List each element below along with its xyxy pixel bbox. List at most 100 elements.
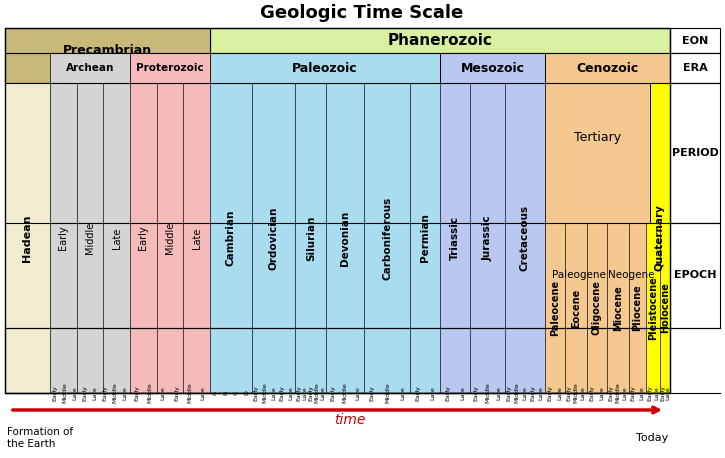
- FancyBboxPatch shape: [650, 83, 670, 393]
- Text: Pleistocene: Pleistocene: [648, 276, 658, 340]
- Text: Middle: Middle: [515, 382, 520, 403]
- FancyBboxPatch shape: [629, 223, 646, 393]
- Text: Late: Late: [72, 386, 78, 400]
- Text: Middle: Middle: [188, 382, 193, 403]
- FancyBboxPatch shape: [210, 53, 440, 83]
- Text: Tertiary: Tertiary: [574, 131, 621, 145]
- Text: Late: Late: [289, 386, 294, 400]
- FancyBboxPatch shape: [646, 223, 660, 393]
- Text: Late: Late: [400, 386, 405, 400]
- Text: Paleocene: Paleocene: [550, 280, 560, 336]
- Text: Early: Early: [58, 226, 68, 251]
- Text: A: A: [212, 391, 218, 395]
- FancyBboxPatch shape: [670, 83, 720, 223]
- Text: Phanerozoic: Phanerozoic: [388, 33, 492, 48]
- Text: Ordovician: Ordovician: [268, 206, 278, 270]
- Text: Early: Early: [174, 385, 179, 401]
- Text: Early: Early: [308, 385, 313, 401]
- FancyBboxPatch shape: [587, 223, 607, 393]
- Text: Late: Late: [191, 227, 202, 249]
- Text: ERA: ERA: [683, 63, 708, 73]
- Text: Middle: Middle: [262, 382, 268, 403]
- Text: time: time: [334, 413, 365, 427]
- FancyBboxPatch shape: [545, 223, 613, 328]
- FancyBboxPatch shape: [670, 223, 720, 328]
- Text: Middle: Middle: [147, 382, 152, 403]
- Text: Late: Late: [497, 386, 502, 400]
- Text: Late: Late: [320, 386, 326, 400]
- Text: Pliocene: Pliocene: [632, 284, 642, 332]
- Text: Late: Late: [600, 386, 605, 400]
- Text: Paleogene: Paleogene: [552, 271, 606, 280]
- Text: Proterozoic: Proterozoic: [136, 63, 204, 73]
- FancyBboxPatch shape: [607, 223, 629, 393]
- Text: Late: Late: [161, 386, 166, 400]
- FancyBboxPatch shape: [326, 83, 365, 393]
- FancyBboxPatch shape: [470, 83, 505, 393]
- Text: Miocene: Miocene: [613, 285, 623, 331]
- Text: Late: Late: [302, 386, 307, 400]
- Text: Late: Late: [123, 386, 128, 400]
- FancyBboxPatch shape: [660, 223, 670, 393]
- Text: Late: Late: [581, 386, 586, 400]
- Text: Early: Early: [660, 385, 665, 401]
- FancyBboxPatch shape: [440, 53, 545, 83]
- Text: Middle: Middle: [485, 382, 490, 403]
- FancyBboxPatch shape: [670, 53, 720, 83]
- FancyBboxPatch shape: [565, 223, 587, 393]
- Text: Early: Early: [83, 385, 88, 401]
- Text: Early: Early: [370, 385, 375, 401]
- Text: Early: Early: [566, 385, 571, 401]
- Text: EON: EON: [682, 36, 708, 45]
- Text: Today: Today: [636, 433, 668, 443]
- Text: EPOCH: EPOCH: [674, 271, 716, 280]
- Text: Silurian: Silurian: [306, 215, 316, 261]
- Text: Early: Early: [52, 385, 57, 401]
- Text: Early: Early: [631, 385, 636, 401]
- Text: Late: Late: [539, 386, 544, 400]
- FancyBboxPatch shape: [505, 83, 545, 393]
- Text: Neogene: Neogene: [608, 271, 655, 280]
- Text: Paleozoic: Paleozoic: [292, 61, 358, 75]
- Text: Late: Late: [271, 386, 276, 400]
- Text: Early: Early: [507, 385, 512, 401]
- Text: Precambrian: Precambrian: [63, 44, 152, 57]
- Text: Late: Late: [201, 386, 206, 400]
- Text: Early: Early: [589, 385, 594, 401]
- Text: Early: Early: [134, 385, 139, 401]
- FancyBboxPatch shape: [5, 28, 210, 83]
- FancyBboxPatch shape: [440, 83, 470, 393]
- Text: Late: Late: [430, 386, 435, 400]
- Text: Cenozoic: Cenozoic: [576, 61, 639, 75]
- FancyBboxPatch shape: [670, 28, 720, 53]
- Text: Quaternary: Quaternary: [655, 205, 665, 272]
- Text: Cambrian: Cambrian: [225, 210, 236, 266]
- Text: PERIOD: PERIOD: [671, 148, 718, 158]
- Text: Oligocene: Oligocene: [592, 281, 602, 335]
- FancyBboxPatch shape: [295, 83, 326, 393]
- Text: Early: Early: [547, 385, 552, 401]
- Text: Eocene: Eocene: [571, 289, 581, 327]
- Text: Early: Early: [138, 226, 149, 251]
- Text: Mesozoic: Mesozoic: [460, 61, 524, 75]
- Text: Early: Early: [647, 385, 652, 401]
- Text: Early: Early: [296, 385, 301, 401]
- Text: Middle: Middle: [573, 382, 579, 403]
- Text: Late: Late: [460, 386, 465, 400]
- Text: Archean: Archean: [66, 63, 114, 73]
- FancyBboxPatch shape: [545, 223, 565, 393]
- FancyBboxPatch shape: [77, 83, 104, 393]
- Text: Middle: Middle: [385, 382, 390, 403]
- FancyBboxPatch shape: [157, 83, 183, 393]
- Text: Early: Early: [102, 385, 107, 401]
- FancyBboxPatch shape: [130, 83, 157, 393]
- Text: Early: Early: [330, 385, 335, 401]
- Text: C: C: [233, 391, 239, 395]
- Text: Late: Late: [355, 386, 360, 400]
- Text: Early: Early: [608, 385, 613, 401]
- FancyBboxPatch shape: [410, 83, 440, 393]
- Text: Late: Late: [558, 386, 563, 400]
- Text: Middle: Middle: [112, 382, 117, 403]
- Text: Late: Late: [112, 227, 122, 249]
- FancyBboxPatch shape: [130, 53, 210, 83]
